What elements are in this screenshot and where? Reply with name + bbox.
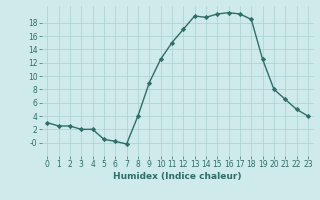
X-axis label: Humidex (Indice chaleur): Humidex (Indice chaleur) <box>113 172 242 181</box>
